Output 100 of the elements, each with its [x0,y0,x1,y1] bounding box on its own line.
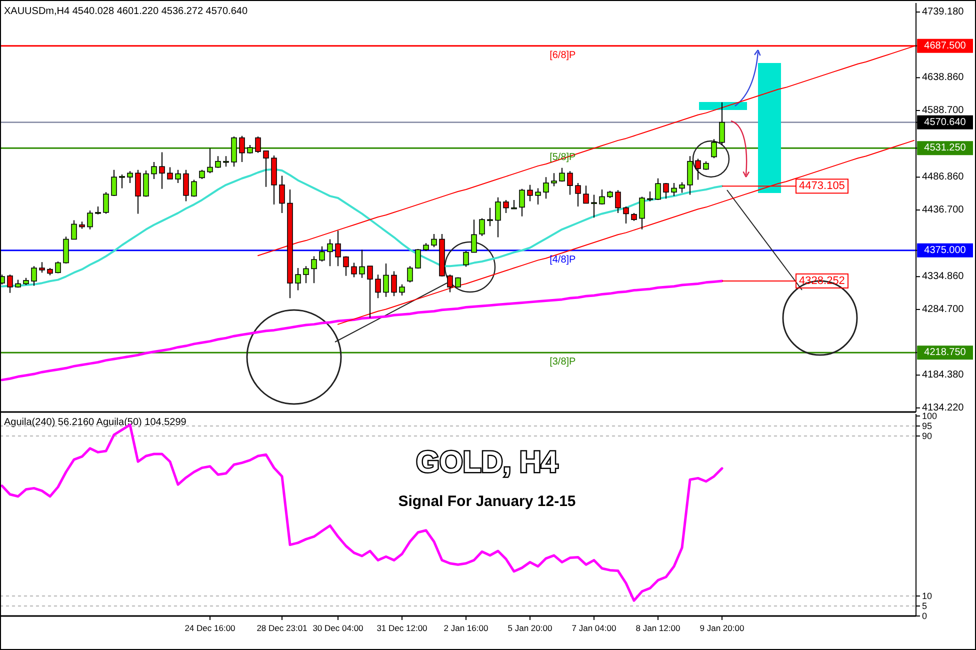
candlestick [671,182,677,197]
candlestick [615,190,621,214]
candlestick [7,274,13,294]
y-tick-label: 4334.860 [922,271,964,282]
ref-line-label: [4/8]P [550,254,576,266]
candlestick [159,152,165,190]
candlestick [383,262,389,298]
y-tick-label: 4486.860 [922,172,964,183]
chart-title: XAUUSDm,H4 4540.028 4601.220 4536.272 4570.640 [4,6,248,17]
y-tick-label: 4739.180 [922,6,964,18]
candlestick [111,169,117,197]
candlestick [167,166,173,180]
candlestick [239,135,245,163]
y-tick-label: 0 [922,611,928,621]
candlestick [479,218,485,236]
candlestick [623,206,629,224]
x-tick-label: 5 Jan 20:00 [508,623,552,633]
candlestick [543,176,549,200]
annotation: 4473.105 [799,180,845,192]
y-tick-label: 100 [922,411,938,421]
candlestick [135,169,141,214]
candlestick [199,169,205,180]
y-tick-label: 4134.220 [922,402,964,414]
candlestick [335,230,341,267]
candlestick [487,207,493,227]
candlestick [567,170,573,196]
candlestick [223,156,229,168]
x-tick-label: 31 Dec 12:00 [376,623,428,633]
candlestick [319,246,325,262]
x-tick-label: 7 Jan 04:00 [572,623,616,633]
candlestick [535,188,541,206]
candlestick [311,256,317,284]
candlestick [495,196,501,238]
candlestick [31,266,37,286]
x-tick-label: 9 Jan 20:00 [700,623,744,633]
candlestick [711,138,717,159]
candlestick [503,199,509,214]
candlestick [559,167,565,182]
y-tick-label: 4284.700 [922,304,964,315]
y-tick-label: 4570.640 [924,116,966,128]
candlestick [375,274,381,299]
x-tick-label: 8 Jan 12:00 [636,623,680,633]
candlestick [407,266,413,283]
y-tick-label: 90 [922,431,932,441]
candlestick [719,102,725,146]
candlestick [575,182,581,208]
candlestick [295,268,301,291]
candlestick [143,170,149,198]
ref-line-label: [3/8]P [550,356,576,368]
y-tick-label: 95 [922,421,932,431]
annotation: Signal For January 12-15 [398,493,576,510]
y-tick-label: 4531.250 [924,142,966,154]
candlestick [183,169,189,202]
annotation: GOLD, H4 [416,446,558,479]
candlestick [551,172,557,187]
y-tick-label: 10 [922,591,932,601]
candlestick [679,182,685,194]
chart-title: Aguila(240) 56.2160 Aguila(50) 104.5299 [4,417,187,428]
candlestick [431,234,437,248]
candlestick [263,150,269,188]
y-tick-label: 4436.700 [922,204,964,216]
y-tick-label: 4638.860 [922,72,964,84]
x-tick-label: 30 Dec 04:00 [312,623,364,633]
line-series [1,168,723,288]
candlestick [463,250,469,268]
candlestick [367,266,373,318]
candlestick [39,262,45,274]
line-series [338,140,914,325]
candlestick [119,174,125,189]
candlestick [55,260,61,274]
candlestick [447,274,453,293]
candlestick [71,220,77,240]
candlestick [471,219,477,253]
candlestick [191,179,197,198]
candlestick [655,178,661,200]
ref-line-label: [6/8]P [550,50,576,61]
candlestick [359,249,365,278]
candlestick [175,169,181,184]
y-tick-label: 4218.750 [924,347,966,358]
candlestick [255,136,261,154]
candlestick [103,192,109,214]
candlestick [399,284,405,296]
candlestick [327,238,333,267]
candlestick [391,270,397,297]
candlestick [87,210,93,230]
candlestick [207,148,213,174]
candlestick [647,190,653,202]
candlestick [303,266,309,284]
candlestick [639,196,645,230]
candlestick [415,248,421,270]
candlestick [343,256,349,276]
x-tick-label: 2 Jan 16:00 [444,623,488,633]
candlestick [527,184,533,202]
candlestick [687,156,693,196]
y-tick-label: 4375.000 [924,244,966,256]
candlestick [583,185,589,204]
candlestick [599,189,605,206]
candlestick [591,194,597,218]
y-tick-label: 4184.380 [922,370,964,381]
candlestick [519,188,525,217]
